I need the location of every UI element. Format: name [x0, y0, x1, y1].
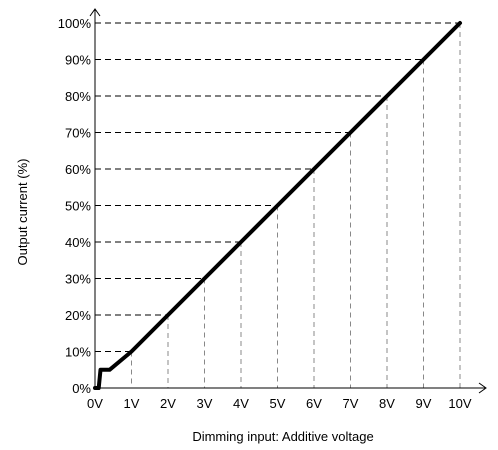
y-tick-label: 30% — [65, 272, 91, 287]
x-tick-label: 4V — [233, 396, 249, 411]
y-tick-label: 40% — [65, 235, 91, 250]
y-tick-label: 10% — [65, 345, 91, 360]
y-tick-label: 70% — [65, 126, 91, 141]
y-tick-label: 80% — [65, 89, 91, 104]
series-line-0 — [93, 21, 462, 390]
y-axis-arrow — [89, 8, 101, 17]
axes — [89, 8, 487, 394]
x-tick-label: 2V — [160, 396, 176, 411]
x-tick-label: 6V — [306, 396, 322, 411]
series-layer — [93, 21, 462, 390]
y-tick-label: 50% — [65, 199, 91, 214]
y-tick-label: 90% — [65, 53, 91, 68]
y-tick-label: 20% — [65, 308, 91, 323]
drop-lines — [95, 22, 461, 388]
x-tick-label: 5V — [270, 396, 286, 411]
x-axis-arrow — [478, 382, 487, 394]
x-tick-label: 8V — [379, 396, 395, 411]
x-tick-label: 10V — [448, 396, 471, 411]
x-tick-label: 1V — [124, 396, 140, 411]
tick-labels: 0V 1V 2V 3V 4V 5V 6V 7V 8V 9V 10V 0% 10% 20% 30% 40% 50%… — [58, 16, 472, 411]
x-tick-label: 9V — [416, 396, 432, 411]
x-tick-label: 7V — [343, 396, 359, 411]
x-tick-label: 3V — [197, 396, 213, 411]
y-tick-label: 100% — [58, 16, 92, 31]
y-tick-label: 60% — [65, 162, 91, 177]
x-axis-title: Dimming input: Additive voltage — [192, 429, 373, 444]
x-tick-label: 0V — [87, 396, 103, 411]
y-axis-title: Output current (%) — [15, 159, 30, 266]
y-tick-label: 0% — [72, 381, 91, 396]
